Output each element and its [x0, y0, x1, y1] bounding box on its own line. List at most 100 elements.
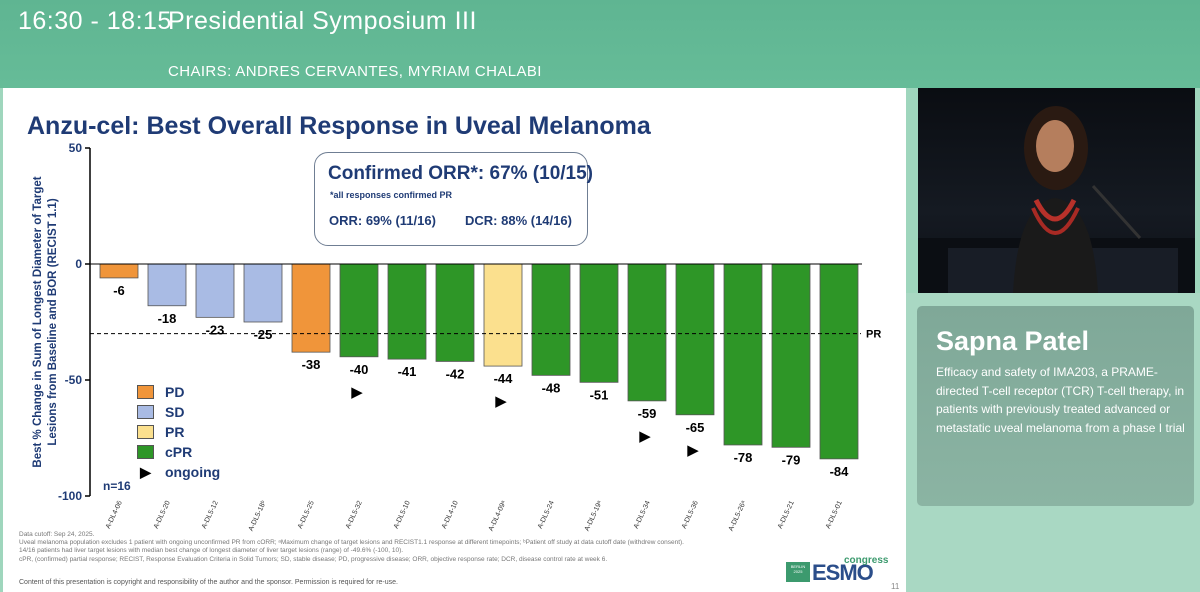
legend-swatch-pd [137, 385, 154, 399]
legend-item-pd: PD [137, 382, 220, 402]
session-chairs: CHAIRS: ANDRES CERVANTES, MYRIAM CHALABI [168, 63, 542, 80]
legend-swatch-cpr [137, 445, 154, 459]
bar-A-DL4-06 [99, 263, 139, 279]
bar-value-label: -44 [494, 371, 514, 386]
bar-A-DL5-19ᵃ [579, 263, 619, 383]
x-tick-label: A-DL5-18ᵇ [248, 500, 268, 533]
bar-value-label: -25 [254, 327, 273, 342]
bar-A-DL5-18ᵇ [243, 263, 283, 323]
legend-item-ongoing: ▶ ongoing [137, 462, 220, 482]
session-header: 16:30 - 18:15 Presidential Symposium III… [0, 0, 1200, 88]
bar-A-DL5-26ᵃ [723, 263, 763, 446]
bar-value-label: -42 [446, 366, 465, 381]
y-tick-label: -50 [65, 373, 83, 387]
ongoing-arrow-icon: ▶ [351, 383, 363, 401]
bar-value-label: -59 [638, 406, 657, 421]
legend-label-pr: PR [165, 424, 185, 440]
x-tick-label: A-DL5-24 [537, 500, 556, 530]
bar-value-label: -78 [734, 450, 753, 465]
bar-A-DL4-10 [435, 263, 475, 362]
dcr-text: DCR: 88% (14/16) [465, 213, 572, 228]
legend-label-sd: SD [165, 404, 185, 420]
legend-item-pr: PR [137, 422, 220, 442]
x-tick-label: A-DL5-36 [681, 500, 700, 530]
ongoing-arrow-icon: ▶ [639, 427, 651, 445]
bar-value-label: -38 [302, 357, 321, 372]
x-tick-label: A-DL5-21 [777, 500, 796, 530]
bar-value-label: -79 [782, 452, 801, 467]
speaker-info-card: Sapna Patel Efficacy and safety of IMA20… [917, 306, 1194, 506]
callout-footnote: *all responses confirmed PR [330, 190, 453, 200]
legend-label-ongoing: ongoing [165, 464, 221, 480]
session-time: 16:30 - 18:15 [18, 7, 172, 35]
footnote-line: Data cutoff: Sep 24, 2025. [19, 531, 95, 538]
legend-item-cpr: cPR [137, 442, 220, 462]
bar-A-DL5-36 [675, 263, 715, 416]
bar-value-label: -51 [590, 387, 609, 402]
slide-page-number: 11 [891, 582, 900, 591]
bar-A-DL5-32 [339, 263, 379, 358]
session-title: Presidential Symposium III [168, 7, 477, 35]
copyright-notice: Content of this presentation is copyrigh… [19, 579, 398, 586]
x-tick-label: A-DL5-12 [201, 500, 220, 530]
bar-A-DL5-20 [147, 263, 187, 307]
y-axis-title: Best % Change in Sum of Longest Diameter… [32, 176, 44, 467]
legend-label-cpr: cPR [165, 444, 193, 460]
footnote-line: 14/16 patients had liver target lesions … [19, 547, 404, 555]
slide-title: Anzu-cel: Best Overall Response in Uveal… [27, 112, 651, 140]
bar-A-DL5-12 [195, 263, 235, 318]
chart-legend: PD SD PR cPR ▶ ongoing [137, 382, 220, 482]
x-tick-label: A-DL5-10 [393, 500, 412, 530]
speaker-name: Sapna Patel [936, 326, 1090, 356]
bar-value-label: -40 [350, 362, 369, 377]
ongoing-arrow-icon: ▶ [687, 441, 699, 459]
bar-A-DL5-10 [387, 263, 427, 360]
presentation-slide: 50 0 -50 -100 Best % Change in Sum of Longes… [3, 88, 906, 592]
bar-A-DL5-01 [819, 263, 859, 460]
y-tick-label: 0 [75, 257, 82, 271]
ongoing-arrow-icon: ▶ [140, 463, 151, 480]
n-label: n=16 [103, 479, 131, 493]
orr-callout-box: Confirmed ORR*: 67% (10/15) *all respons… [314, 152, 593, 246]
y-tick-label: 50 [69, 141, 83, 155]
speaker-video-feed [918, 88, 1195, 293]
bar-A-DL5-34 [627, 263, 667, 402]
response-waterfall-chart: 50 0 -50 -100 Best % Change in Sum of Longes… [32, 141, 881, 533]
orr-text: ORR: 69% (11/16) [329, 213, 436, 228]
x-tick-label: A-DL5-01 [825, 500, 844, 530]
bar-A-DL5-21 [771, 263, 811, 448]
bar-A-DL4-09ᵃ [483, 263, 523, 367]
footnote-line: cPR, (confirmed) partial response; RECIS… [19, 555, 608, 563]
bar-A-DL5-24 [531, 263, 571, 376]
talk-title: Efficacy and safety of IMA203, a PRAME-d… [936, 365, 1185, 436]
speaker-video-image [918, 106, 1195, 293]
slide-footnotes: Data cutoff: Sep 24, 2025. Uveal melanom… [19, 531, 759, 564]
footnote-line: Uveal melanoma population excludes 1 pat… [19, 539, 684, 547]
bar-value-label: -18 [158, 311, 177, 326]
legend-swatch-pr [137, 425, 154, 439]
x-tick-label: A-DL5-25 [297, 500, 316, 530]
x-tick-label: A-DL5-34 [633, 500, 652, 530]
bar-value-label: -84 [830, 464, 850, 479]
x-tick-label: A-DL5-20 [153, 500, 172, 530]
bar-value-label: -6 [113, 283, 125, 298]
bar-A-DL5-25 [291, 263, 331, 353]
confirmed-orr-text: Confirmed ORR*: 67% (10/15) [328, 163, 594, 184]
esmo-logo-badge: BERLIN 2025 [786, 562, 810, 582]
legend-item-sd: SD [137, 402, 220, 422]
y-axis-title: Lesions from Baseline and BOR (RECIST 1.… [47, 198, 59, 445]
bar-value-label: -48 [542, 380, 561, 395]
x-tick-label: A-DL4-09ᵃ [488, 500, 508, 533]
bar-value-label: -65 [686, 420, 705, 435]
y-tick-label: -100 [58, 489, 82, 503]
bar-value-label: -23 [206, 322, 225, 337]
legend-swatch-sd [137, 405, 154, 419]
esmo-congress-logo: BERLIN 2025 ESMO congress [786, 552, 888, 586]
ongoing-arrow-icon: ▶ [495, 392, 507, 410]
esmo-logo-word: ESMO [812, 560, 874, 585]
x-tick-label: A-DL5-32 [345, 500, 364, 530]
x-tick-label: A-DL4-06 [105, 500, 124, 530]
x-tick-label: A-DL5-19ᵃ [584, 500, 604, 533]
x-tick-label: A-DL5-26ᵃ [728, 500, 748, 533]
pr-threshold-label: PR [866, 329, 881, 341]
